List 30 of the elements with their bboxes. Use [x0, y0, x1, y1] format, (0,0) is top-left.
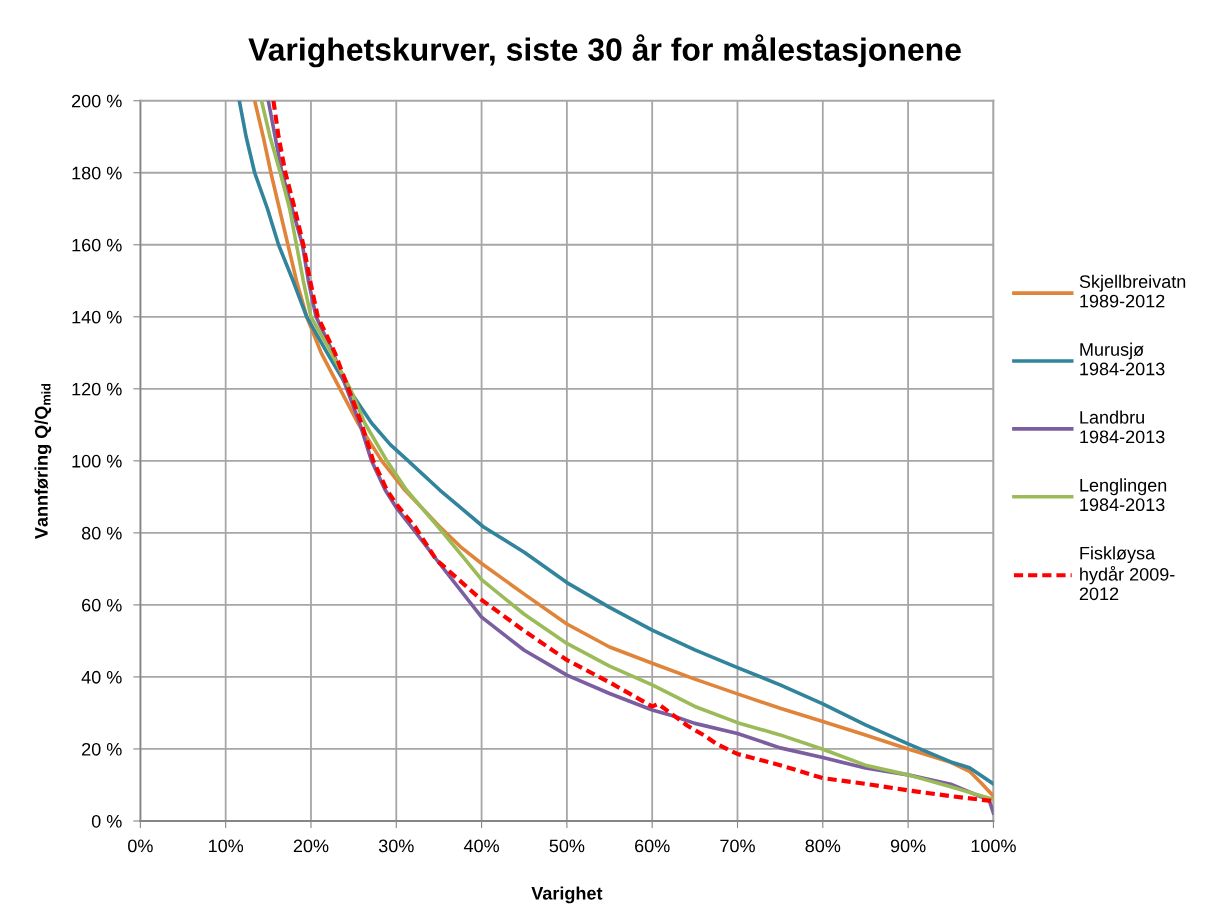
y-tick-label: 100 % [72, 454, 122, 468]
x-tick-label: 50% [549, 839, 585, 853]
y-tick-label: 140 % [72, 310, 122, 324]
legend-label: Lenglingen 1984-2013 [1080, 478, 1167, 512]
chart-title: Varighetskurver, siste 30 år for målestasjonene [248, 34, 961, 68]
legend-label: Murusjø 1984-2013 [1080, 342, 1165, 376]
x-tick-label: 20% [293, 839, 329, 853]
y-tick-label: 160 % [72, 238, 122, 252]
x-tick-label: 40% [463, 839, 500, 853]
y-tick-label: 40 % [81, 670, 122, 684]
x-tick-label: 0% [128, 839, 153, 853]
x-tick-label: 100% [971, 839, 1016, 853]
x-tick-label: 60% [635, 839, 670, 853]
legend-label: Fiskløysa hydår 2009- 2012 [1079, 546, 1175, 601]
y-tick-label: 80 % [81, 526, 122, 540]
y-tick-label: 20 % [82, 742, 122, 756]
x-tick-label: 70% [720, 839, 755, 853]
x-tick-label: 10% [208, 839, 244, 853]
y-tick-label: 200 % [72, 94, 122, 108]
x-tick-label: 80% [805, 839, 841, 853]
legend-label: Landbru 1984-2013 [1080, 410, 1165, 444]
y-tick-label: 180 % [72, 166, 122, 180]
x-tick-label: 30% [378, 839, 414, 853]
legend-label: Skjellbreivatn 1989-2012 [1079, 274, 1186, 308]
y-tick-label: 0 % [91, 814, 122, 828]
x-tick-label: 90% [890, 839, 926, 853]
x-axis-title: Varighet [531, 886, 603, 904]
y-axis-title: Vannføring Q/Q$_{mid}$ [34, 383, 52, 539]
y-tick-label: 120 % [72, 382, 122, 396]
y-tick-label: 60 % [82, 598, 122, 612]
